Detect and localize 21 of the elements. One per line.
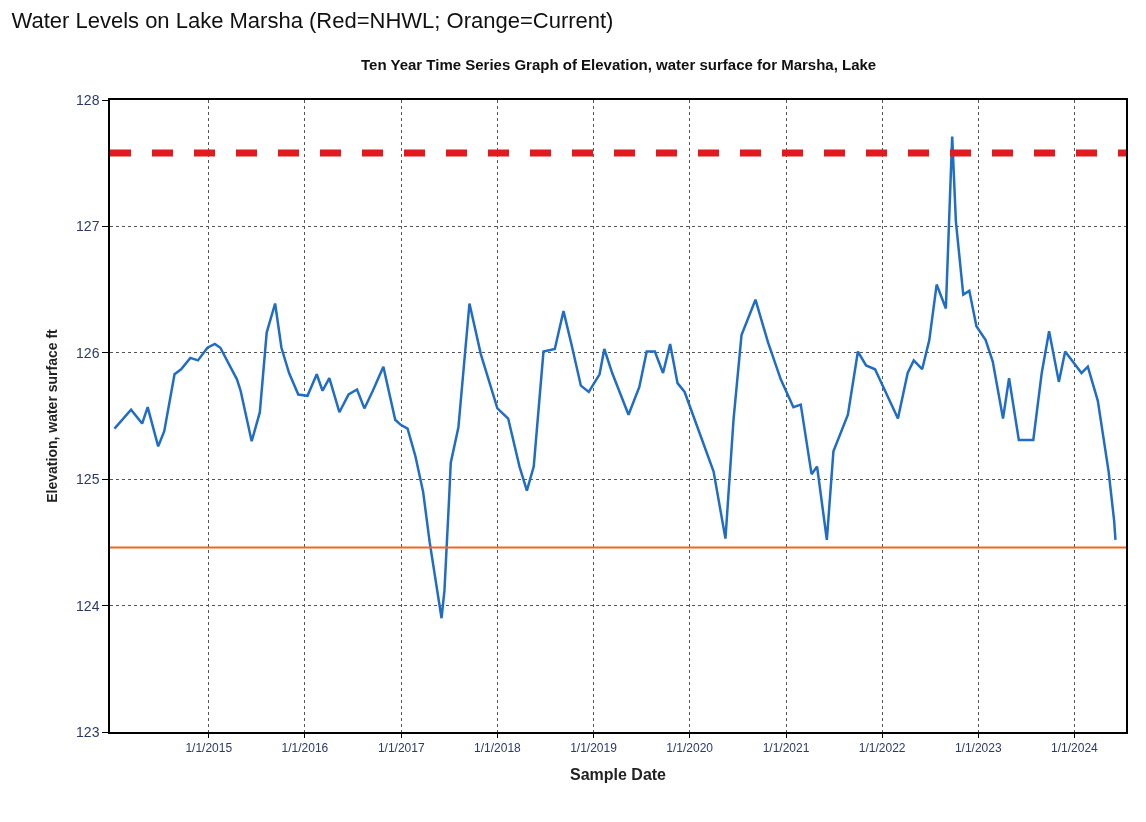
x-tick-label: 1/1/2015: [185, 741, 233, 756]
chart-title: Water Levels on Lake Marsha (Red=NHWL; Orange=Current): [11, 7, 614, 33]
y-tick-label: 126: [76, 344, 100, 361]
x-axis-title: Sample Date: [569, 766, 667, 784]
x-tick-label: 1/1/2021: [762, 741, 810, 756]
x-tick-label: 1/1/2023: [954, 741, 1002, 756]
y-tick-label: 125: [76, 471, 100, 488]
x-tick-label: 1/1/2024: [1051, 741, 1099, 756]
x-tick-label: 1/1/2022: [858, 741, 906, 756]
y-tick-label: 124: [76, 597, 100, 614]
y-tick-label: 127: [76, 218, 100, 235]
x-tick-label: 1/1/2016: [281, 741, 329, 756]
y-tick-label: 123: [76, 723, 100, 740]
x-tick-label: 1/1/2019: [570, 741, 618, 756]
line-series: [113, 135, 1117, 620]
x-tick-label: 1/1/2020: [666, 741, 714, 756]
y-tick-label: 128: [76, 91, 100, 108]
x-tick-label: 1/1/2018: [474, 741, 522, 756]
x-tick-label: 1/1/2017: [377, 741, 425, 756]
chart-subtitle: Ten Year Time Series Graph of Elevation, water surface for Marsha, Lake: [361, 56, 877, 73]
y-axis-title: Elevation, water surface ft: [44, 328, 61, 503]
